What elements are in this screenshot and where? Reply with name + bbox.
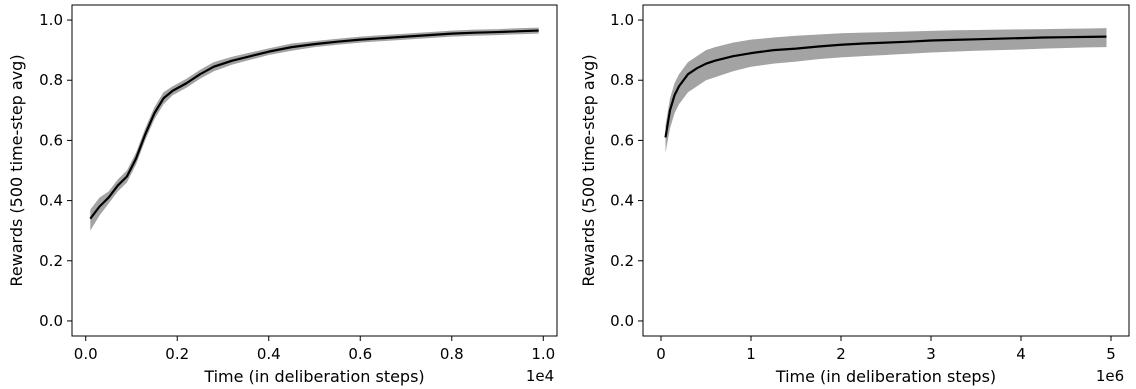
y-tick-label: 0.0: [39, 312, 63, 330]
y-tick-label: 0.8: [39, 71, 63, 89]
series-line-1: [89, 29, 539, 220]
y-tick-label: 0.4: [39, 192, 63, 210]
y-tick-label: 1.0: [39, 11, 63, 29]
x-tick-label: 4: [1016, 345, 1026, 363]
subplot-1: 0.0 0.2 0.4 0.6 0.8 1.0 0.0 0.2 0.4 0.6 0.8 1.0 Time…: [7, 4, 558, 386]
x-tick-label: 3: [926, 345, 936, 363]
subplot-2: 0 1 2 3 4 5 0.0 0.2 0.4 0.6 0.8 1.0 Time (in deliber…: [579, 4, 1130, 386]
y-tick-label: 0.2: [610, 252, 634, 270]
x-tick-label: 0.0: [74, 345, 98, 363]
confidence-band-1: [90, 27, 539, 231]
y-tick-label: 1.0: [610, 11, 634, 29]
x-tick-label: 0.6: [348, 345, 372, 363]
x-tick-label: 0.8: [440, 345, 464, 363]
y-tick-label: 0.4: [610, 192, 634, 210]
axes-frame: [71, 4, 558, 337]
x-axis-label: Time (in deliberation steps): [203, 367, 424, 386]
y-tick-label: 0.8: [610, 71, 634, 89]
y-axis-label: Rewards (500 time-step avg): [579, 54, 598, 286]
y-tick-label: 0.2: [39, 252, 63, 270]
x-offset-label: 1e4: [526, 367, 554, 385]
series-line-1: [664, 35, 1107, 138]
x-tick-label: 0.2: [165, 345, 189, 363]
x-offset-label: 1e6: [1096, 367, 1124, 385]
y-tick-label: 0.6: [39, 131, 63, 149]
y-tick-label: 0.0: [610, 312, 634, 330]
x-tick-label: 2: [836, 345, 846, 363]
y-tick-label: 0.6: [610, 131, 634, 149]
x-tick-label: 5: [1106, 345, 1116, 363]
x-axis-label: Time (in deliberation steps): [775, 367, 996, 386]
confidence-band-1: [665, 28, 1107, 153]
x-tick-label: 1.0: [531, 345, 555, 363]
y-axis-label: Rewards (500 time-step avg): [7, 54, 26, 286]
x-tick-label: 0.4: [257, 345, 281, 363]
x-tick-label: 0: [656, 345, 666, 363]
axes-frame: [642, 4, 1130, 337]
x-tick-label: 1: [746, 345, 756, 363]
